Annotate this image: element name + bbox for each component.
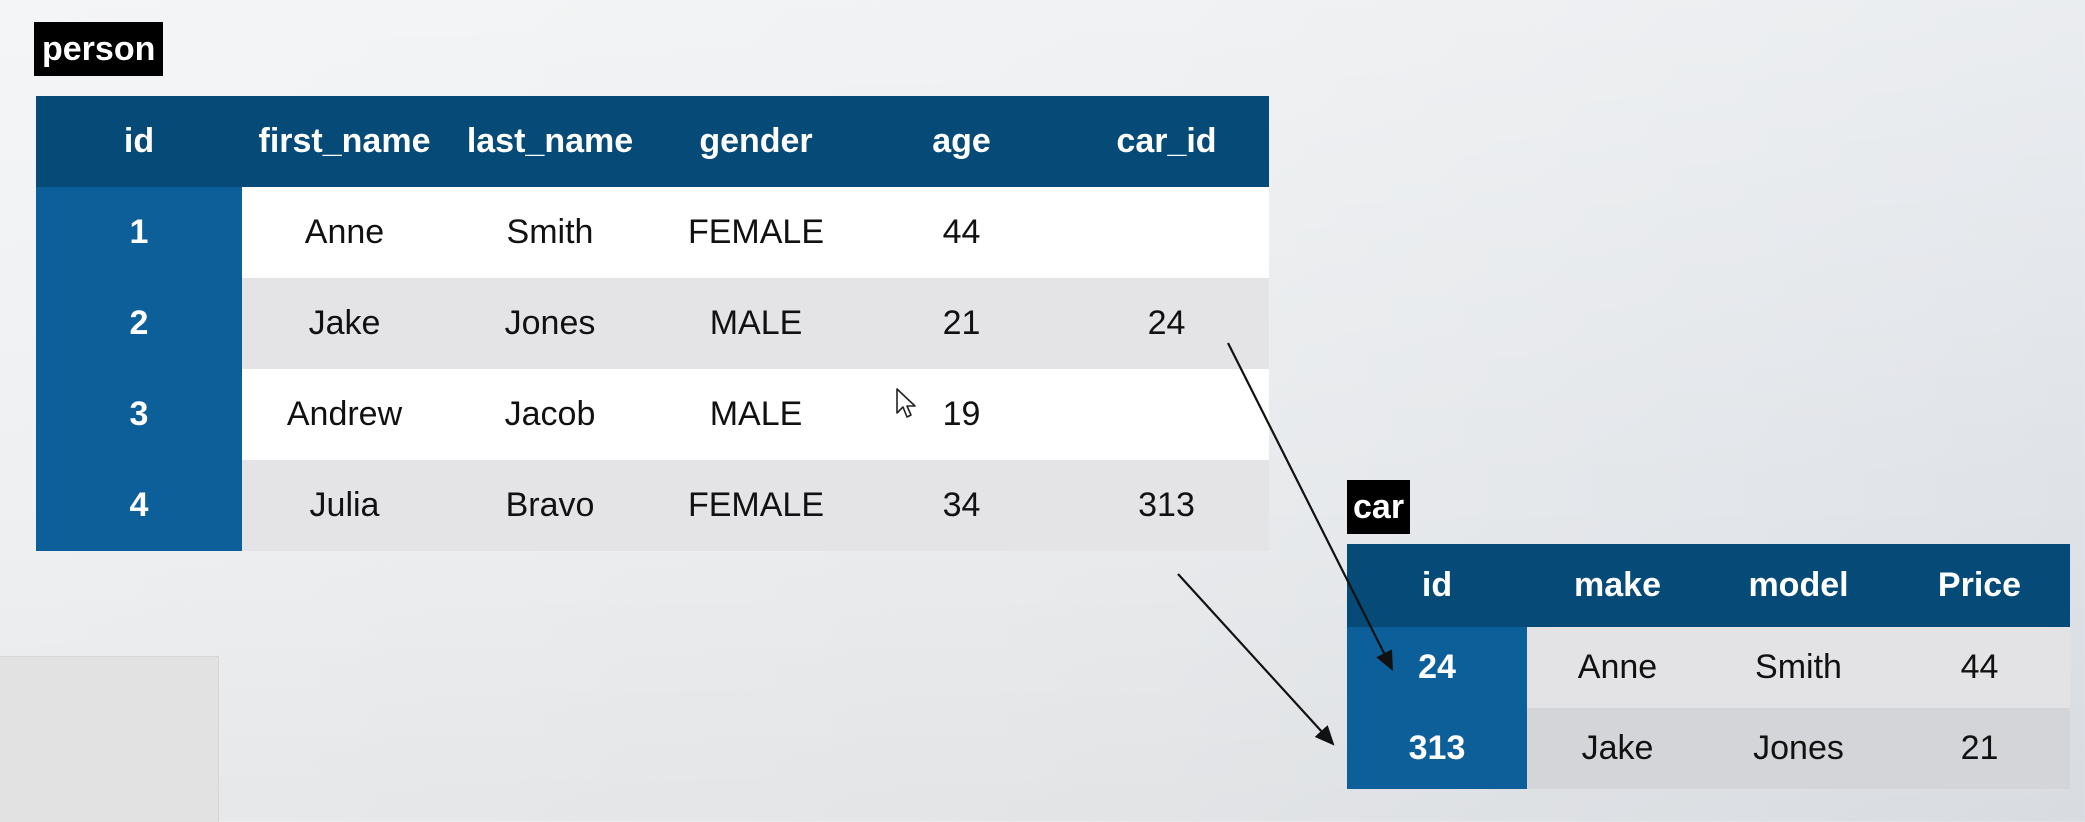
last-name-cell: Jacob — [447, 369, 653, 460]
car-table: id make model Price 24 Anne Smith 44 313… — [1347, 544, 2070, 789]
age-cell: 34 — [859, 460, 1064, 551]
last-name-cell: Smith — [447, 187, 653, 278]
gender-cell: FEMALE — [653, 187, 859, 278]
person-id-cell: 1 — [36, 187, 242, 278]
make-cell: Anne — [1527, 627, 1708, 708]
person-col-first-name: first_name — [242, 96, 447, 187]
grey-panel — [0, 656, 219, 822]
car-table-label: car — [1347, 480, 1411, 534]
gender-cell: MALE — [653, 369, 859, 460]
person-col-car-id: car_id — [1064, 96, 1269, 187]
person-col-gender: gender — [653, 96, 859, 187]
person-header-row: id first_name last_name gender age car_i… — [36, 96, 1269, 187]
last-name-cell: Jones — [447, 278, 653, 369]
first-name-cell: Anne — [242, 187, 447, 278]
table-row: 4 Julia Bravo FEMALE 34 313 — [36, 460, 1269, 551]
model-cell: Jones — [1708, 708, 1889, 789]
car-col-price: Price — [1889, 544, 2070, 627]
car-id-cell: 24 — [1064, 278, 1269, 369]
table-row: 2 Jake Jones MALE 21 24 — [36, 278, 1269, 369]
car-id-cell: 24 — [1347, 627, 1527, 708]
car-col-id: id — [1347, 544, 1527, 627]
table-row: 3 Andrew Jacob MALE 19 — [36, 369, 1269, 460]
price-cell: 44 — [1889, 627, 2070, 708]
last-name-cell: Bravo — [447, 460, 653, 551]
age-cell: 21 — [859, 278, 1064, 369]
age-cell: 19 — [859, 369, 1064, 460]
table-row: 24 Anne Smith 44 — [1347, 627, 2070, 708]
car-id-cell — [1064, 369, 1269, 460]
car-id-cell: 313 — [1347, 708, 1527, 789]
person-table: id first_name last_name gender age car_i… — [36, 96, 1269, 551]
person-table-label: person — [34, 22, 164, 76]
car-col-model: model — [1708, 544, 1889, 627]
car-col-make: make — [1527, 544, 1708, 627]
first-name-cell: Andrew — [242, 369, 447, 460]
person-col-id: id — [36, 96, 242, 187]
table-row: 313 Jake Jones 21 — [1347, 708, 2070, 789]
first-name-cell: Jake — [242, 278, 447, 369]
car-id-cell — [1064, 187, 1269, 278]
arrow-car-id-313 — [1177, 573, 1335, 746]
person-id-cell: 3 — [36, 369, 242, 460]
table-row: 1 Anne Smith FEMALE 44 — [36, 187, 1269, 278]
make-cell: Jake — [1527, 708, 1708, 789]
model-cell: Smith — [1708, 627, 1889, 708]
person-col-last-name: last_name — [447, 96, 653, 187]
first-name-cell: Julia — [242, 460, 447, 551]
car-header-row: id make model Price — [1347, 544, 2070, 627]
gender-cell: MALE — [653, 278, 859, 369]
car-id-cell: 313 — [1064, 460, 1269, 551]
price-cell: 21 — [1889, 708, 2070, 789]
gender-cell: FEMALE — [653, 460, 859, 551]
person-id-cell: 2 — [36, 278, 242, 369]
person-id-cell: 4 — [36, 460, 242, 551]
age-cell: 44 — [859, 187, 1064, 278]
person-col-age: age — [859, 96, 1064, 187]
